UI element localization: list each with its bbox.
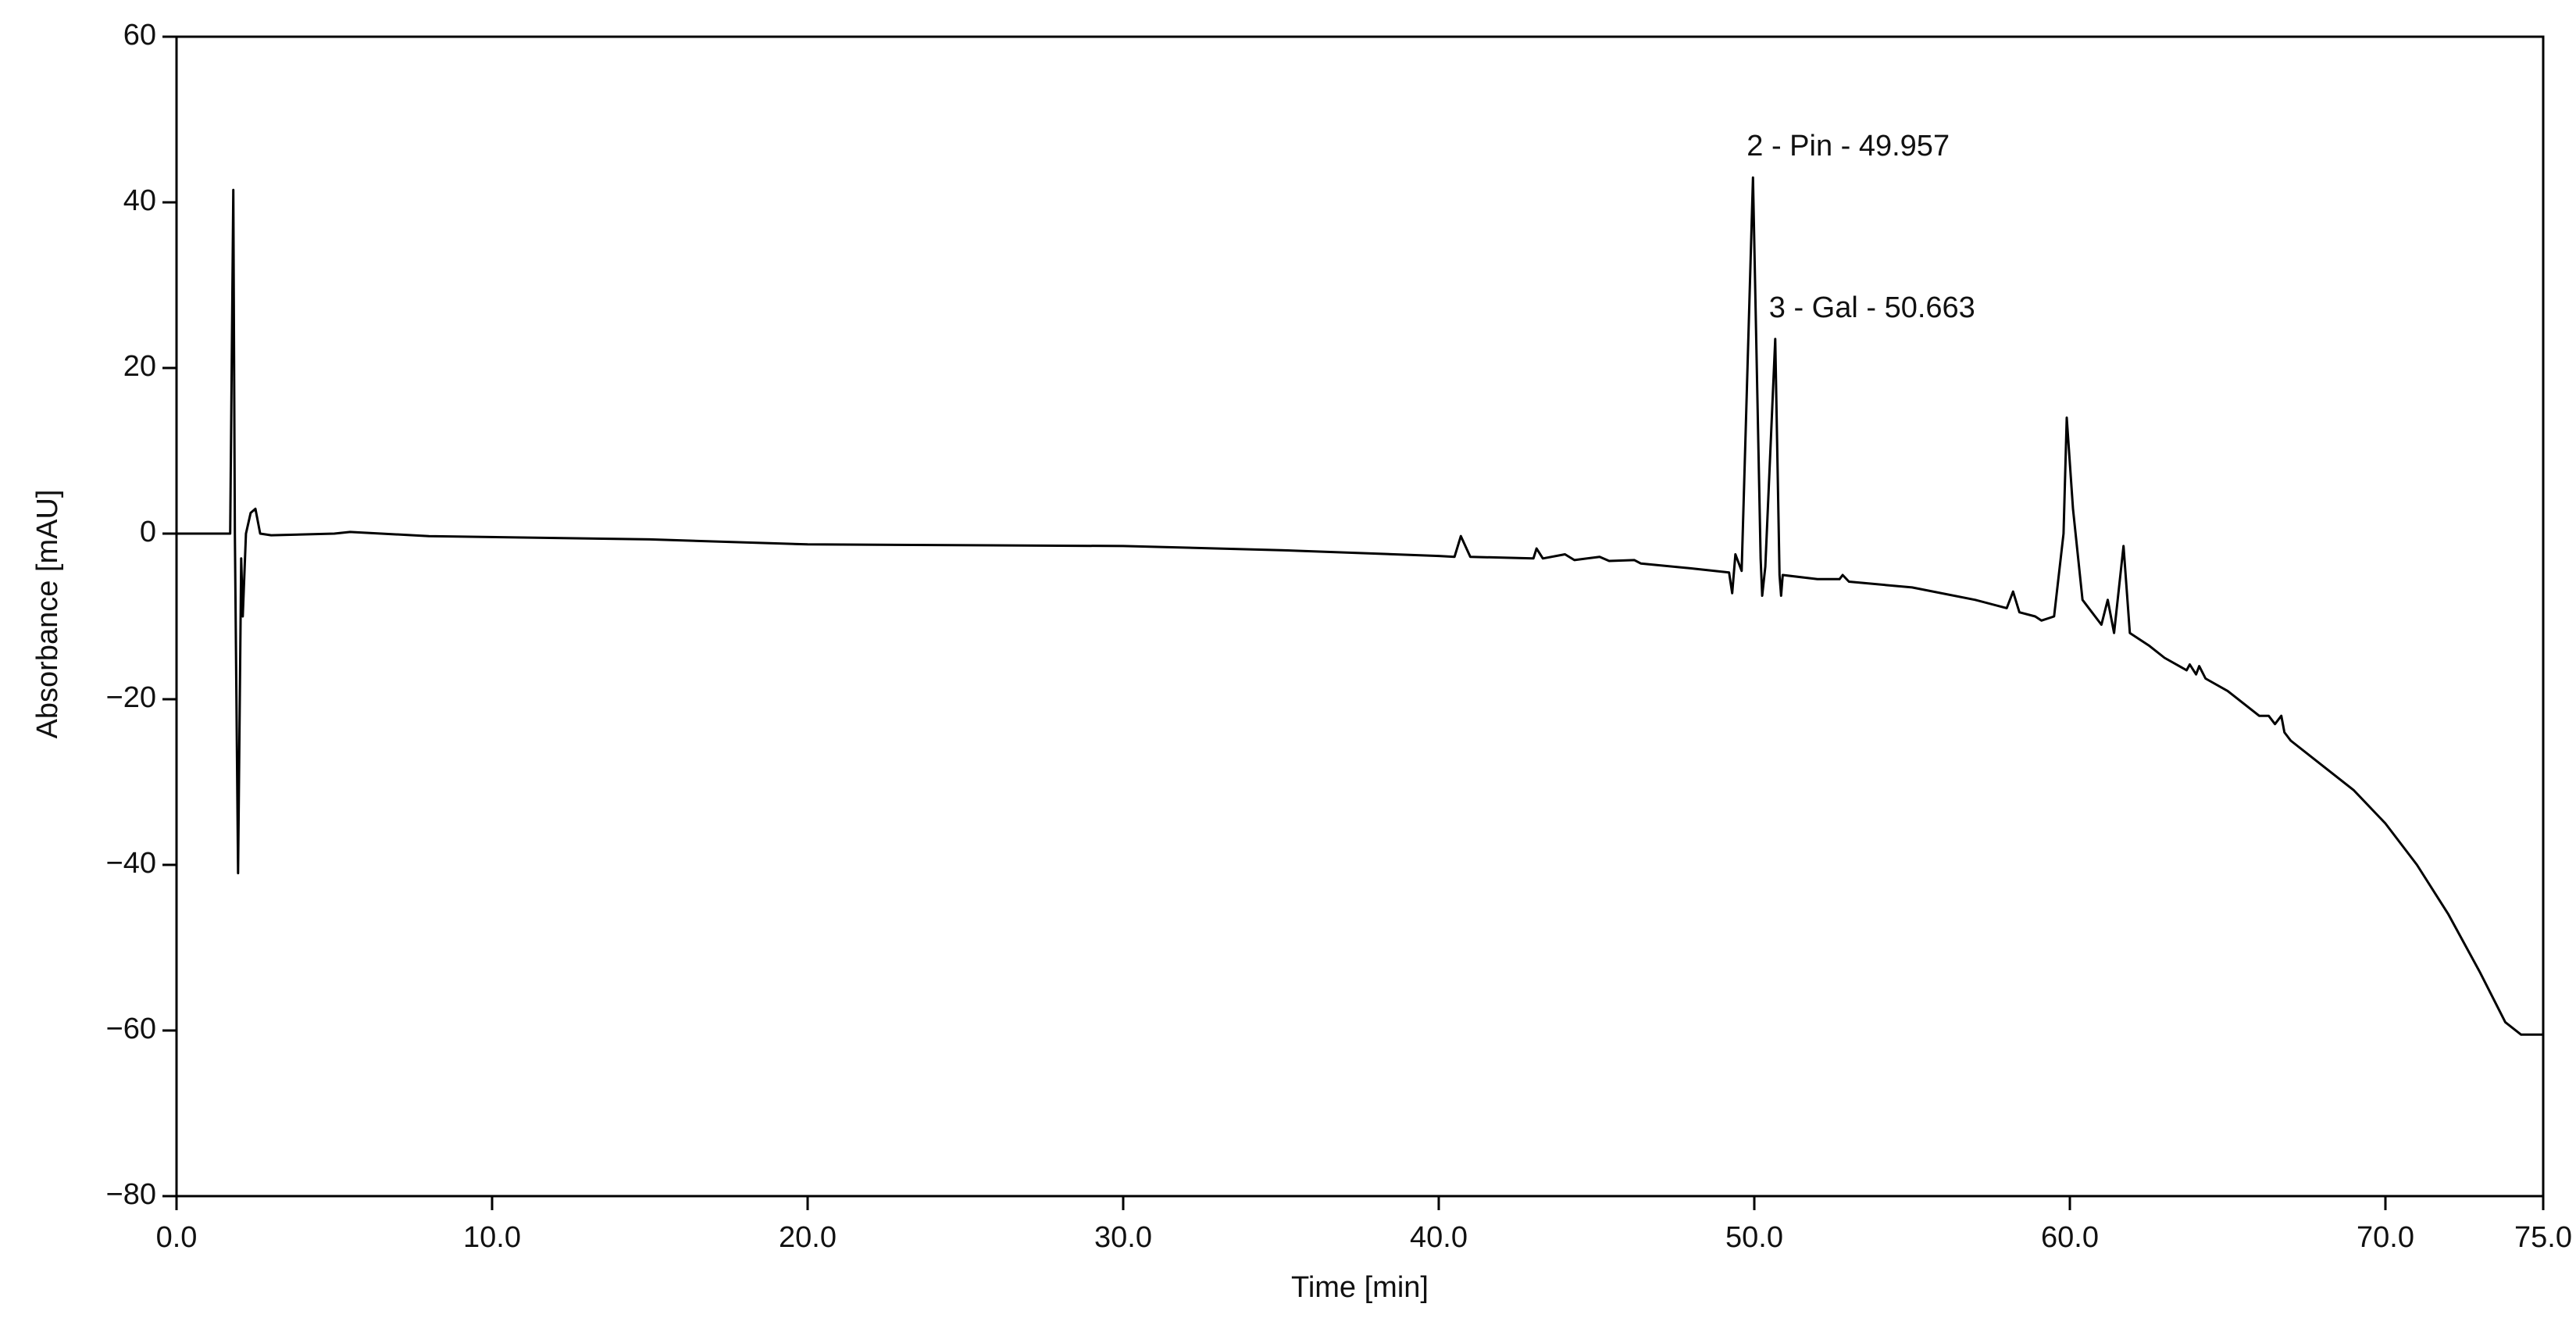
x-tick-label: 40.0 bbox=[1410, 1221, 1468, 1254]
y-tick-label: −60 bbox=[106, 1013, 156, 1045]
peak-annotation: 3 - Gal - 50.663 bbox=[1769, 291, 1975, 324]
x-axis-label: Time [min] bbox=[1291, 1271, 1429, 1304]
y-tick-label: 60 bbox=[123, 19, 156, 52]
x-tick-label: 10.0 bbox=[463, 1221, 521, 1254]
peak-annotation: 2 - Pin - 49.957 bbox=[1746, 130, 1950, 163]
chromatogram-trace bbox=[177, 176, 2543, 1036]
x-tick-label: 0.0 bbox=[156, 1221, 198, 1254]
x-tick-label: 75.0 bbox=[2514, 1221, 2572, 1254]
plot-frame bbox=[175, 35, 2545, 1198]
y-tick-label: 40 bbox=[123, 184, 156, 217]
x-tick-label: 60.0 bbox=[2041, 1221, 2099, 1254]
y-tick-label: −20 bbox=[106, 681, 156, 714]
y-tick-label: 0 bbox=[140, 516, 156, 548]
y-tick-label: −40 bbox=[106, 847, 156, 880]
y-tick-label: −80 bbox=[106, 1178, 156, 1211]
x-tick-label: 50.0 bbox=[1725, 1221, 1783, 1254]
x-tick-label: 30.0 bbox=[1094, 1221, 1152, 1254]
x-tick-label: 20.0 bbox=[779, 1221, 837, 1254]
x-tick-label: 70.0 bbox=[2357, 1221, 2414, 1254]
y-tick-label: 20 bbox=[123, 350, 156, 383]
y-axis-label: Absorbance [mAU] bbox=[31, 490, 64, 739]
